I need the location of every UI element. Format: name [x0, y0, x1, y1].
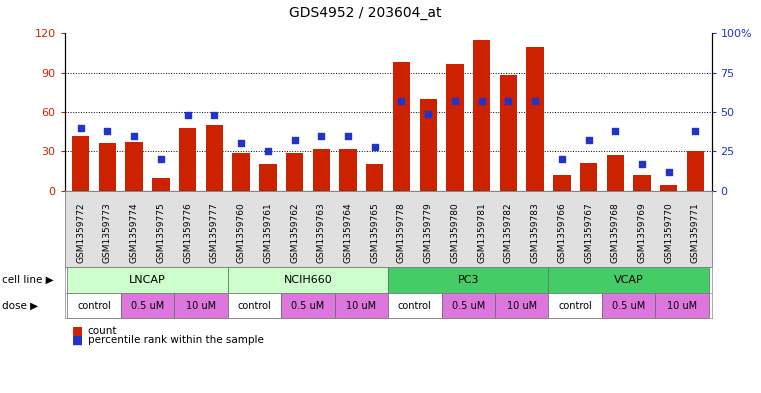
Bar	[607, 155, 624, 191]
Bar	[473, 40, 490, 191]
Text: percentile rank within the sample: percentile rank within the sample	[88, 335, 263, 345]
Point	[342, 132, 354, 139]
Point	[128, 132, 140, 139]
Bar	[205, 125, 223, 191]
Point	[449, 98, 461, 104]
Bar	[393, 62, 410, 191]
Text: NCIH660: NCIH660	[284, 275, 333, 285]
Point	[529, 98, 541, 104]
Text: GSM1359770: GSM1359770	[664, 202, 673, 263]
Point	[689, 128, 702, 134]
Text: GSM1359774: GSM1359774	[129, 203, 139, 263]
Bar	[126, 142, 143, 191]
Text: GSM1359762: GSM1359762	[290, 203, 299, 263]
Text: 0.5 uM: 0.5 uM	[291, 301, 324, 310]
Bar	[687, 151, 704, 191]
Text: 0.5 uM: 0.5 uM	[452, 301, 485, 310]
Point	[75, 125, 87, 131]
Text: GSM1359778: GSM1359778	[397, 202, 406, 263]
Bar	[500, 75, 517, 191]
Point	[396, 98, 408, 104]
Text: GSM1359765: GSM1359765	[371, 202, 379, 263]
Text: GSM1359763: GSM1359763	[317, 202, 326, 263]
Text: 0.5 uM: 0.5 uM	[131, 301, 164, 310]
Text: GSM1359777: GSM1359777	[210, 202, 219, 263]
Bar	[99, 143, 116, 191]
Bar	[152, 178, 170, 191]
Text: ■: ■	[72, 333, 84, 347]
Text: LNCAP: LNCAP	[129, 275, 166, 285]
Point	[636, 161, 648, 167]
Text: 10 uM: 10 uM	[507, 301, 537, 310]
Text: GSM1359761: GSM1359761	[263, 202, 272, 263]
Text: GDS4952 / 203604_at: GDS4952 / 203604_at	[289, 6, 441, 20]
Point	[154, 156, 167, 162]
Text: GSM1359775: GSM1359775	[157, 202, 165, 263]
Point	[476, 98, 488, 104]
Text: GSM1359772: GSM1359772	[76, 203, 85, 263]
Point	[502, 98, 514, 104]
Point	[209, 112, 221, 118]
Text: control: control	[559, 301, 592, 310]
Text: GSM1359760: GSM1359760	[237, 202, 246, 263]
Bar	[179, 128, 196, 191]
Text: GSM1359767: GSM1359767	[584, 202, 593, 263]
Text: GSM1359781: GSM1359781	[477, 202, 486, 263]
Point	[422, 110, 435, 117]
Text: count: count	[88, 326, 117, 336]
Text: GSM1359780: GSM1359780	[451, 202, 460, 263]
Point	[582, 137, 594, 143]
Text: GSM1359771: GSM1359771	[691, 202, 700, 263]
Text: GSM1359779: GSM1359779	[424, 202, 433, 263]
Point	[610, 128, 622, 134]
Point	[262, 148, 274, 154]
Text: 0.5 uM: 0.5 uM	[612, 301, 645, 310]
Text: control: control	[398, 301, 431, 310]
Bar	[232, 152, 250, 191]
Bar	[366, 164, 384, 191]
Point	[101, 128, 113, 134]
Point	[315, 132, 327, 139]
Text: GSM1359764: GSM1359764	[343, 203, 352, 263]
Text: GSM1359773: GSM1359773	[103, 202, 112, 263]
Point	[235, 140, 247, 147]
Text: control: control	[237, 301, 272, 310]
Bar	[633, 175, 651, 191]
Bar	[72, 136, 89, 191]
Bar	[580, 163, 597, 191]
Text: GSM1359766: GSM1359766	[557, 202, 566, 263]
Text: 10 uM: 10 uM	[667, 301, 697, 310]
Text: PC3: PC3	[457, 275, 479, 285]
Point	[182, 112, 194, 118]
Bar	[419, 99, 437, 191]
Point	[556, 156, 568, 162]
Text: cell line ▶: cell line ▶	[2, 275, 53, 285]
Point	[663, 169, 675, 175]
Text: 10 uM: 10 uM	[346, 301, 377, 310]
Bar	[286, 152, 303, 191]
Text: ■: ■	[72, 324, 84, 338]
Bar	[527, 46, 544, 191]
Bar	[313, 149, 330, 191]
Text: GSM1359783: GSM1359783	[530, 202, 540, 263]
Point	[368, 143, 380, 150]
Text: GSM1359782: GSM1359782	[504, 203, 513, 263]
Text: GSM1359776: GSM1359776	[183, 202, 192, 263]
Text: VCAP: VCAP	[614, 275, 644, 285]
Bar	[260, 164, 276, 191]
Text: GSM1359769: GSM1359769	[638, 202, 647, 263]
Text: 10 uM: 10 uM	[186, 301, 216, 310]
Point	[288, 137, 301, 143]
Text: dose ▶: dose ▶	[2, 301, 37, 310]
Text: GSM1359768: GSM1359768	[611, 202, 619, 263]
Bar	[660, 185, 677, 191]
Bar	[339, 149, 357, 191]
Bar	[446, 64, 463, 191]
Text: control: control	[77, 301, 111, 310]
Bar	[553, 175, 571, 191]
